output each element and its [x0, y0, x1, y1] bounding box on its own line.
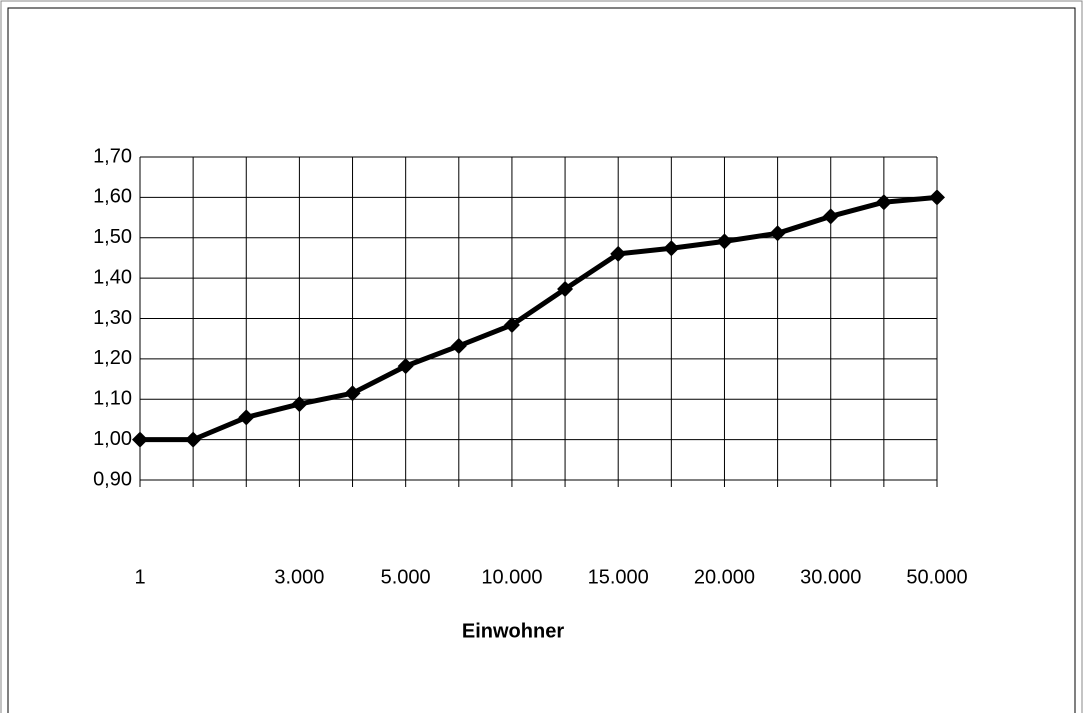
- y-tick-label: 1,70: [93, 145, 132, 167]
- marker: [716, 233, 733, 250]
- chart-frame: [7, 7, 1076, 713]
- x-axis-label: Einwohner: [462, 620, 564, 642]
- y-tick-label: 0,90: [93, 468, 132, 490]
- marker: [397, 358, 414, 375]
- marker: [132, 431, 148, 448]
- y-tick-label: 1,00: [93, 428, 132, 450]
- y-tick-label: 1,10: [93, 388, 132, 410]
- y-tick-label: 1,30: [93, 307, 132, 329]
- x-tick-label: 3.000: [274, 566, 324, 588]
- marker: [875, 194, 892, 211]
- marker: [291, 396, 308, 413]
- y-tick-label: 1,60: [93, 186, 132, 208]
- marker: [610, 245, 627, 262]
- x-tick-label: 20.000: [694, 566, 755, 588]
- x-tick-label: 30.000: [800, 566, 861, 588]
- marker: [344, 385, 361, 402]
- x-tick-label: 5.000: [381, 566, 431, 588]
- marker: [557, 281, 574, 298]
- x-tick-label: 10.000: [481, 566, 542, 588]
- marker: [929, 189, 945, 206]
- line-series: [140, 194, 938, 443]
- x-tick-label: 1: [134, 566, 145, 588]
- y-tick-label: 1,50: [93, 226, 132, 248]
- marker: [450, 337, 467, 354]
- y-tick-label: 1,40: [93, 266, 132, 288]
- marker: [769, 225, 786, 242]
- x-tick-label: 15.000: [588, 566, 649, 588]
- y-tick-label: 1,20: [93, 347, 132, 369]
- marker: [663, 240, 680, 257]
- marker: [822, 208, 839, 225]
- marker: [503, 316, 520, 333]
- x-tick-label: 50.000: [906, 566, 967, 588]
- marker: [185, 431, 202, 448]
- marker: [238, 409, 255, 426]
